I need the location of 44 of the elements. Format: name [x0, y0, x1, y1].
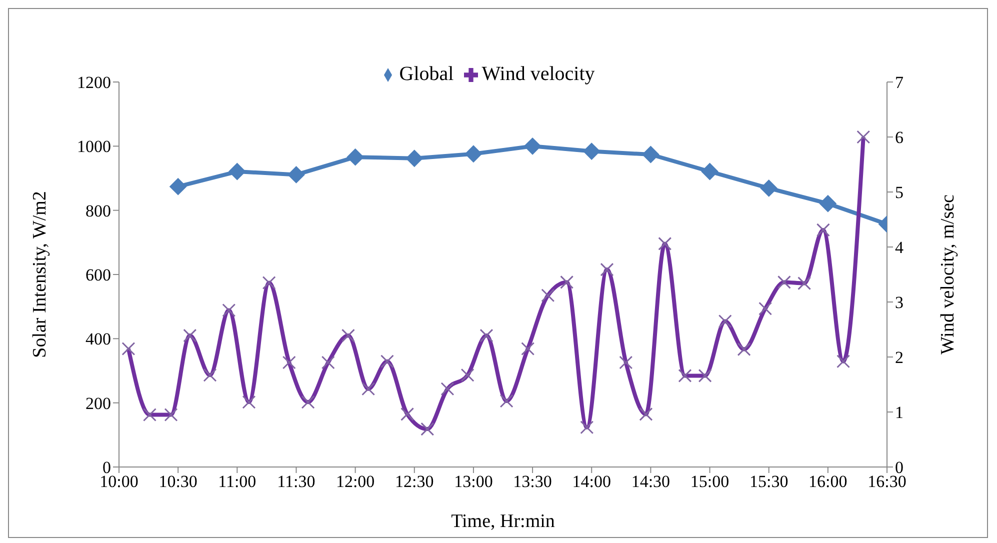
y2-tick-label: 2	[895, 348, 904, 368]
x-tick-label: 11:00	[218, 472, 256, 492]
point	[346, 148, 364, 166]
point	[524, 138, 542, 155]
y-tick-label: 1200	[77, 73, 111, 92]
x-tick-label: 14:30	[631, 472, 670, 492]
y2-tick-label: 1	[895, 403, 904, 422]
x-tick-label: 16:30	[868, 472, 906, 492]
x-tick-label: 13:00	[454, 472, 493, 492]
legend-label: Global	[399, 63, 454, 85]
x-tick-label: 12:00	[336, 472, 375, 492]
y-tick-label: 600	[86, 266, 111, 285]
x-tick-label: 13:30	[513, 472, 552, 492]
legend-label: Wind velocity	[482, 63, 595, 85]
y-axis-title: Solar Intensity, W/m2	[30, 191, 51, 358]
y2-axis-title: Wind velocity, m/sec	[938, 194, 959, 354]
point	[170, 178, 187, 196]
x-tick-label: 14:00	[572, 472, 611, 492]
y-tick-label: 1000	[77, 137, 111, 156]
x-axis-title: Time, Hr:min	[451, 511, 556, 532]
point	[228, 163, 246, 180]
y2-tick-label: 7	[895, 73, 904, 92]
point	[760, 180, 778, 197]
y2-tick-label: 5	[895, 183, 904, 202]
x-tick-label: 11:30	[277, 472, 316, 492]
x-tick-label: 16:00	[808, 472, 848, 492]
x-tick-label: 10:30	[158, 472, 198, 492]
point	[288, 166, 305, 184]
y2-tick-label: 3	[895, 293, 904, 312]
point	[701, 163, 718, 180]
y2-tick-label: 4	[895, 238, 904, 258]
x-tick-label: 15:00	[690, 472, 730, 492]
point	[464, 145, 482, 162]
point	[406, 150, 423, 167]
point	[642, 146, 660, 164]
y-tick-label: 200	[86, 394, 111, 413]
x-tick-label: 15:30	[749, 472, 788, 492]
point	[583, 142, 600, 160]
x-tick-label: 10:00	[100, 472, 138, 492]
x-tick-label: 12:30	[395, 472, 434, 492]
point	[819, 195, 836, 212]
y-tick-label: 800	[86, 201, 111, 220]
y-tick-label: 400	[86, 330, 111, 349]
y2-tick-label: 6	[895, 128, 904, 148]
